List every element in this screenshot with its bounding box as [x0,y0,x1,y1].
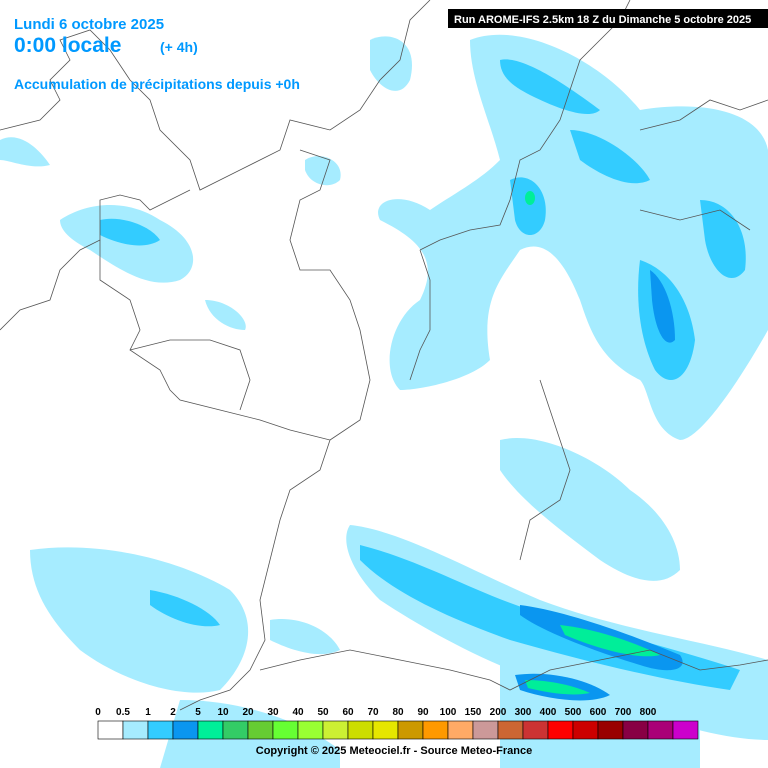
lead-time: (+ 4h) [160,39,198,55]
legend-swatch [297,720,324,740]
legend-label: 0.5 [116,707,130,718]
legend-label: 10 [217,707,229,718]
legend-label: 80 [392,707,404,718]
legend-swatch [422,720,449,740]
precipitation [0,34,768,768]
legend-swatch [197,720,224,740]
date: Lundi 6 octobre 2025 [14,16,164,33]
legend-swatch [372,720,399,740]
legend-swatch [322,720,349,740]
legend-label: 20 [242,707,254,718]
legend-label: 400 [540,707,557,718]
legend-swatch [522,720,549,740]
legend-label: 200 [490,707,507,718]
legend-label: 2 [170,707,176,718]
legend: 0 0.5 1 2 5 10 20 30 40 50 60 70 80 90 100 150 200 300 400… [95,707,699,740]
legend-label: 800 [640,707,657,718]
legend-swatch [397,720,424,740]
legend-swatch [472,720,499,740]
legend-swatch [147,720,174,740]
legend-swatch [672,720,699,740]
legend-swatch [347,720,374,740]
borders [0,0,768,711]
run-info: Run AROME-IFS 2.5km 18 Z du Dimanche 5 o… [454,14,751,26]
legend-label: 40 [292,707,304,718]
subtitle: Accumulation de précipitations depuis +0… [14,76,300,92]
legend-swatch [547,720,574,740]
legend-swatch [622,720,649,740]
legend-swatch [447,720,474,740]
legend-label: 1 [145,707,151,718]
legend-swatch [222,720,249,740]
legend-label: 60 [342,707,354,718]
legend-swatch [597,720,624,740]
legend-label: 0 [95,707,101,718]
legend-label: 90 [417,707,429,718]
legend-label: 700 [615,707,632,718]
legend-swatch [122,720,149,740]
legend-label: 70 [367,707,379,718]
legend-label: 100 [440,707,457,718]
legend-label: 300 [515,707,532,718]
legend-label: 150 [465,707,482,718]
legend-swatch [647,720,674,740]
legend-label: 5 [195,707,201,718]
time: 0:00 locale [14,34,121,57]
legend-swatch [172,720,199,740]
run-banner [448,9,768,28]
legend-label: 30 [267,707,279,718]
legend-swatch [97,720,124,740]
legend-swatch [572,720,599,740]
legend-label: 600 [590,707,607,718]
legend-label: 500 [565,707,582,718]
copyright: Copyright © 2025 Meteociel.fr - Source M… [256,745,532,757]
legend-label: 50 [317,707,329,718]
legend-swatch [272,720,299,740]
legend-swatch [247,720,274,740]
legend-swatch [497,720,524,740]
